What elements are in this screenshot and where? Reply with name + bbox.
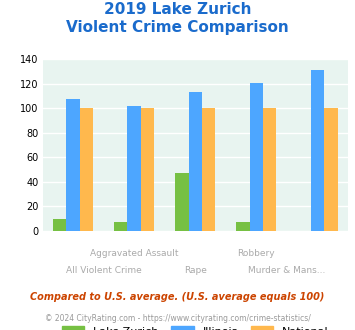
Bar	[175, 173, 189, 231]
Text: Compared to U.S. average. (U.S. average equals 100): Compared to U.S. average. (U.S. average …	[30, 292, 325, 302]
Text: Violent Crime Comparison: Violent Crime Comparison	[66, 20, 289, 35]
Bar	[127, 106, 141, 231]
Text: Robbery: Robbery	[237, 249, 275, 258]
Bar	[114, 222, 127, 231]
Bar	[311, 70, 324, 231]
Text: Aggravated Assault: Aggravated Assault	[90, 249, 179, 258]
Bar	[236, 222, 250, 231]
Bar	[250, 83, 263, 231]
Bar	[80, 109, 93, 231]
Bar	[53, 219, 66, 231]
Text: All Violent Crime: All Violent Crime	[66, 266, 142, 275]
Bar	[66, 99, 80, 231]
Text: Rape: Rape	[184, 266, 207, 275]
Bar	[189, 92, 202, 231]
Bar	[141, 109, 154, 231]
Bar	[202, 109, 215, 231]
Text: Murder & Mans...: Murder & Mans...	[248, 266, 326, 275]
Bar	[263, 109, 277, 231]
Legend: Lake Zurich, Illinois, National: Lake Zurich, Illinois, National	[61, 326, 329, 330]
Text: © 2024 CityRating.com - https://www.cityrating.com/crime-statistics/: © 2024 CityRating.com - https://www.city…	[45, 314, 310, 323]
Text: 2019 Lake Zurich: 2019 Lake Zurich	[104, 2, 251, 16]
Bar	[324, 109, 338, 231]
